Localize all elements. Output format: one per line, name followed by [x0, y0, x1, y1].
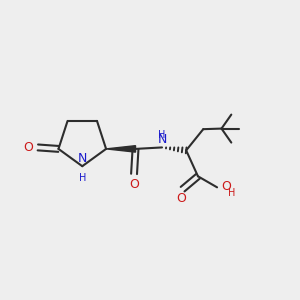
- Text: N: N: [78, 152, 87, 165]
- Text: O: O: [24, 141, 33, 154]
- Text: O: O: [176, 192, 186, 205]
- Text: N: N: [157, 133, 167, 146]
- Text: H: H: [158, 130, 166, 140]
- Polygon shape: [106, 146, 136, 152]
- Text: H: H: [79, 173, 86, 183]
- Text: H: H: [228, 188, 236, 198]
- Text: O: O: [221, 180, 231, 193]
- Text: O: O: [129, 178, 139, 191]
